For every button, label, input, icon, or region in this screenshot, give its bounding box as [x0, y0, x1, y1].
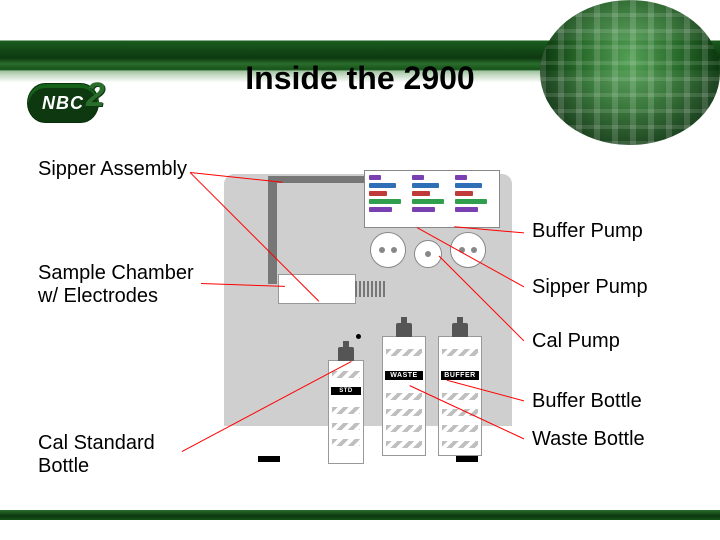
instrument-diagram: STD WASTE BUFFER — [224, 180, 512, 480]
pump-row — [370, 232, 486, 268]
label-sipper-assembly: Sipper Assembly — [38, 158, 187, 181]
foot-left — [258, 456, 280, 462]
display-screen — [364, 170, 500, 228]
foot-right — [456, 456, 478, 462]
buffer-bottle: BUFFER — [438, 336, 482, 456]
buffer-pump-icon — [370, 232, 406, 268]
label-buffer-pump: Buffer Pump — [532, 220, 643, 243]
bottle-label-std: STD — [331, 387, 361, 395]
dot-icon — [356, 334, 361, 339]
screen-col — [369, 175, 409, 223]
sipper-pump-icon — [414, 240, 442, 268]
pipe-vertical — [268, 176, 277, 284]
label-sample-chamber: Sample Chamberw/ Electrodes — [38, 262, 194, 308]
cal-standard-bottle: STD — [328, 360, 364, 464]
pipe-horizontal — [268, 176, 368, 183]
waste-bottle: WASTE — [382, 336, 426, 456]
label-sipper-pump: Sipper Pump — [532, 276, 648, 299]
bottle-label-waste: WASTE — [385, 371, 423, 380]
label-buffer-bottle: Buffer Bottle — [532, 390, 642, 413]
label-waste-bottle: Waste Bottle — [532, 428, 645, 451]
label-cal-standard: Cal StandardBottle — [38, 432, 155, 478]
screen-col — [455, 175, 495, 223]
footer-bar — [0, 510, 720, 520]
label-cal-pump: Cal Pump — [532, 330, 620, 353]
screen-col — [412, 175, 452, 223]
page-title: Inside the 2900 — [0, 60, 720, 97]
